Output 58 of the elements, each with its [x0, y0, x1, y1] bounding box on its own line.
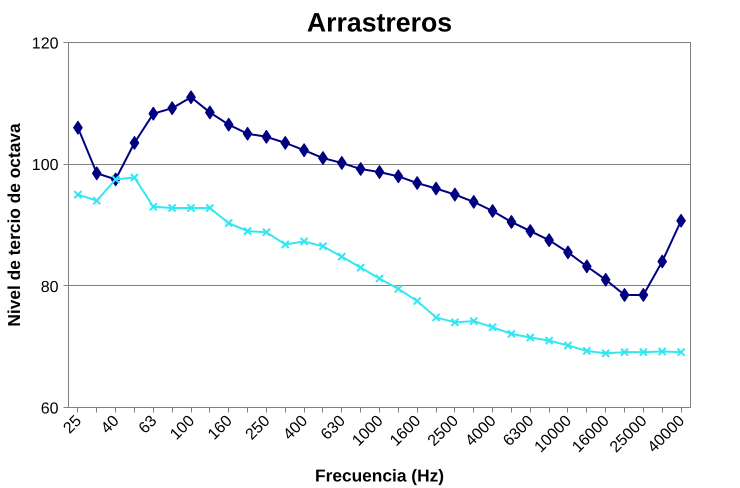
point	[600, 272, 611, 287]
point	[186, 203, 196, 212]
point	[469, 316, 478, 326]
point	[148, 202, 158, 212]
point	[412, 296, 422, 306]
point	[300, 236, 309, 246]
point	[205, 203, 214, 212]
point	[657, 254, 668, 268]
x-tick-label: 630	[318, 412, 349, 444]
point	[374, 274, 384, 284]
x-axis-title: Frecuencia (Hz)	[314, 465, 444, 486]
point	[168, 203, 177, 212]
point	[92, 166, 102, 180]
point	[130, 173, 140, 182]
point	[356, 263, 366, 272]
point	[526, 333, 535, 342]
point	[506, 329, 516, 338]
point	[280, 136, 290, 150]
point	[262, 228, 271, 237]
point	[336, 156, 347, 170]
y-tick-label: 60	[40, 400, 59, 418]
x-tick-label: 100	[167, 412, 198, 444]
x-tick-label: 160	[204, 412, 236, 444]
point	[224, 218, 234, 228]
point	[318, 242, 328, 251]
point	[582, 346, 592, 356]
point	[468, 194, 479, 209]
x-tick-label: 25	[60, 412, 86, 438]
point	[148, 106, 158, 121]
point	[412, 176, 422, 190]
point	[243, 226, 252, 236]
point	[450, 318, 460, 327]
point	[280, 240, 290, 249]
point	[432, 312, 441, 322]
point	[488, 322, 498, 332]
point	[620, 348, 630, 357]
point	[676, 348, 686, 357]
y-tick-label: 120	[32, 36, 59, 52]
point	[337, 252, 346, 262]
point	[638, 348, 648, 357]
point	[658, 347, 667, 356]
y-tick-label: 100	[32, 157, 59, 174]
y-axis-title: Nivel de tercio de octava	[4, 123, 24, 327]
point	[525, 224, 536, 238]
point	[224, 118, 234, 132]
point	[394, 284, 403, 294]
x-tick-label: 63	[136, 412, 160, 438]
point	[601, 348, 610, 358]
x-tick-label: 40	[98, 412, 123, 438]
x-tick-label: 250	[242, 412, 274, 444]
point	[92, 196, 102, 206]
point	[563, 340, 573, 350]
point	[431, 182, 441, 196]
chart-title: Arrastreros	[306, 8, 452, 38]
x-tick-label: 400	[280, 412, 312, 444]
point	[544, 336, 554, 346]
point	[73, 190, 82, 200]
y-tick-label: 80	[40, 278, 59, 296]
